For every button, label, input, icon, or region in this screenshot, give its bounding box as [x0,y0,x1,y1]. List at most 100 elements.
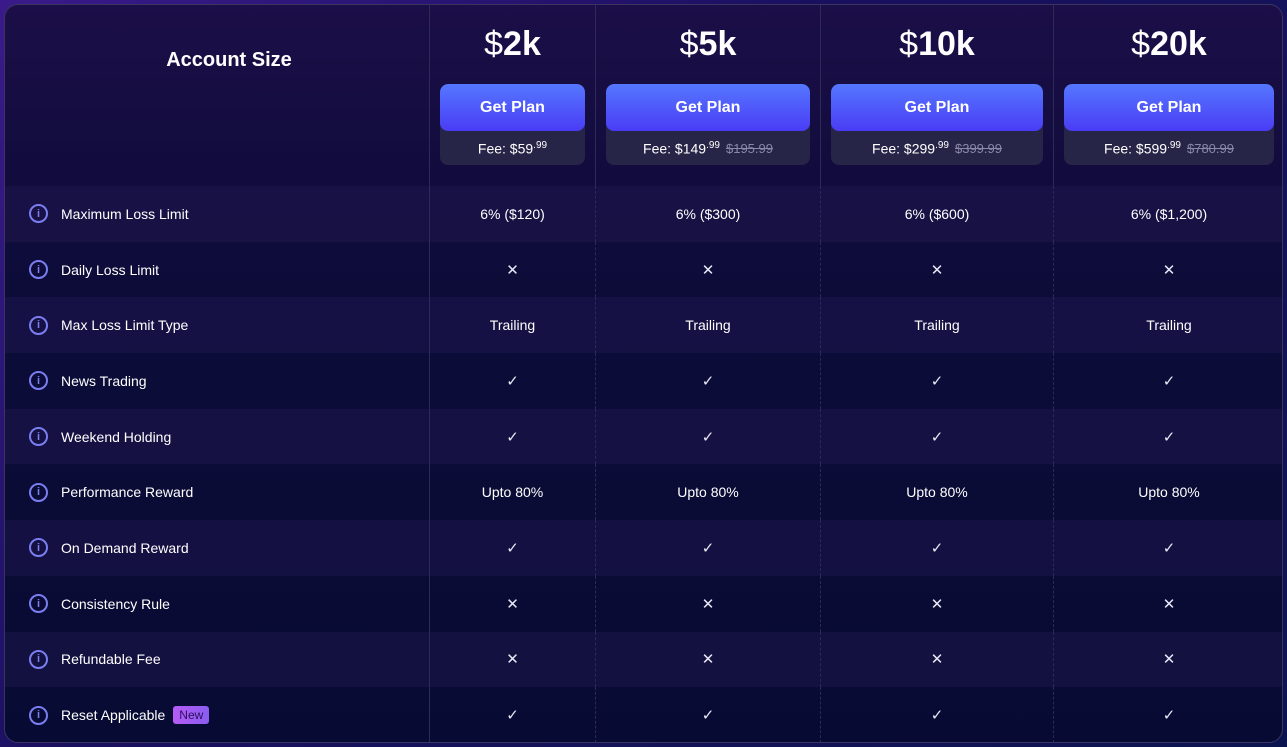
plan-box: Get Plan Fee: $149.99 $195.99 [606,84,810,165]
feature-label: i Refundable Fee [5,632,429,688]
get-plan-button[interactable]: Get Plan [606,84,810,131]
feature-label: i Consistency Rule [5,576,429,632]
feature-value: Trailing [595,297,820,354]
plan-column-20k: $20k Get Plan Fee: $599.99 $780.99 [1053,5,1282,186]
feature-name: Daily Loss Limit [61,261,160,278]
feature-value: Upto 80% [429,464,595,521]
feature-value: Upto 80% [820,464,1053,521]
plan-size-value: 10k [918,25,975,63]
cross-icon: ✕ [595,241,820,298]
feature-value: Trailing [1053,297,1282,354]
check-icon: ✓ [820,687,1053,742]
currency-symbol: $ [484,25,504,63]
plan-size: $20k [1131,25,1207,67]
feature-label: i Daily Loss Limit [5,242,429,298]
info-icon[interactable]: i [29,315,48,335]
cross-icon: ✕ [820,575,1053,632]
feature-value: 6% ($300) [595,186,820,242]
fee: Fee: $59.99 [440,131,585,165]
feature-label: i Maximum Loss Limit [5,186,429,242]
table-row: i On Demand Reward ✓ ✓ ✓ ✓ [5,520,1282,576]
fee-amount: Fee: $59 [477,140,534,157]
fee-amount: Fee: $149 [643,140,707,157]
fee-cents: .99 [935,139,949,151]
feature-value: Upto 80% [595,464,820,521]
info-icon[interactable]: i [29,705,48,725]
get-plan-button[interactable]: Get Plan [440,84,585,131]
plan-size: $5k [680,25,737,67]
check-icon: ✓ [820,520,1053,576]
feature-name: News Trading [61,372,147,389]
plan-box: Get Plan Fee: $59.99 [440,84,585,165]
feature-value: Upto 80% [1053,464,1282,521]
currency-symbol: $ [1131,25,1151,63]
plan-size: $2k [484,25,541,67]
check-icon: ✓ [595,520,820,576]
feature-label: i Weekend Holding [5,409,429,465]
check-icon: ✓ [1053,687,1282,742]
info-icon[interactable]: i [29,482,48,502]
cross-icon: ✕ [429,631,595,688]
check-icon: ✓ [429,353,595,409]
check-icon: ✓ [820,353,1053,409]
plan-column-10k: $10k Get Plan Fee: $299.99 $399.99 [820,5,1053,186]
info-icon[interactable]: i [29,649,48,669]
feature-label: i News Trading [5,353,429,409]
feature-label: i Max Loss Limit Type [5,297,429,353]
table-row: i Refundable Fee ✕ ✕ ✕ ✕ [5,631,1282,688]
fee: Fee: $599.99 $780.99 [1064,131,1274,165]
fee: Fee: $299.99 $399.99 [831,131,1043,165]
feature-label: i Reset Applicable New [5,687,429,742]
feature-label: i On Demand Reward [5,520,429,576]
plan-box: Get Plan Fee: $599.99 $780.99 [1064,84,1274,165]
check-icon: ✓ [429,687,595,742]
table-header: Account Size $2k Get Plan Fee: $59.99 $5… [5,5,1282,186]
account-size-label: Account Size [166,49,292,71]
get-plan-button[interactable]: Get Plan [831,84,1043,131]
plan-column-2k: $2k Get Plan Fee: $59.99 [429,5,595,186]
feature-name: Reset Applicable [61,707,166,724]
check-icon: ✓ [1053,408,1282,465]
fee-amount: Fee: $599 [1104,140,1168,157]
cross-icon: ✕ [429,575,595,632]
check-icon: ✓ [429,520,595,576]
currency-symbol: $ [679,25,699,63]
fee-price: Fee: $59.99 [478,140,547,157]
table-row: i Max Loss Limit Type Trailing Trailing Trai… [5,297,1282,354]
info-icon[interactable]: i [29,204,48,224]
table-row: i Consistency Rule ✕ ✕ ✕ ✕ [5,575,1282,632]
info-icon[interactable]: i [29,371,48,391]
info-icon[interactable]: i [29,538,48,558]
feature-value: Trailing [820,297,1053,354]
feature-value: 6% ($120) [429,186,595,242]
get-plan-button[interactable]: Get Plan [1064,84,1274,131]
cross-icon: ✕ [820,631,1053,688]
original-price: $399.99 [954,140,1002,156]
plan-column-5k: $5k Get Plan Fee: $149.99 $195.99 [595,5,820,186]
fee-cents: .99 [533,139,548,151]
cross-icon: ✕ [429,241,595,298]
cross-icon: ✕ [1053,575,1282,632]
table-row: i Reset Applicable New ✓ ✓ ✓ ✓ [5,687,1282,742]
fee-amount: Fee: $299 [872,140,936,157]
feature-name: Maximum Loss Limit [61,205,189,222]
new-badge: New [173,706,210,725]
fee-price: Fee: $149.99 [643,140,720,157]
currency-symbol: $ [899,25,919,63]
cross-icon: ✕ [820,241,1053,298]
feature-name: On Demand Reward [61,539,189,556]
check-icon: ✓ [1053,520,1282,576]
info-icon[interactable]: i [29,260,48,280]
check-icon: ✓ [595,353,820,409]
fee: Fee: $149.99 $195.99 [606,131,810,165]
fee-cents: .99 [1167,139,1181,151]
info-icon[interactable]: i [29,427,48,447]
cross-icon: ✕ [595,575,820,632]
info-icon[interactable]: i [29,594,48,614]
table-row: i Weekend Holding ✓ ✓ ✓ ✓ [5,408,1282,465]
check-icon: ✓ [1053,353,1282,409]
check-icon: ✓ [429,408,595,465]
table-row: i Maximum Loss Limit 6% ($120) 6% ($300) 6% … [5,186,1282,242]
plan-size-value: 20k [1150,25,1207,63]
cross-icon: ✕ [595,631,820,688]
